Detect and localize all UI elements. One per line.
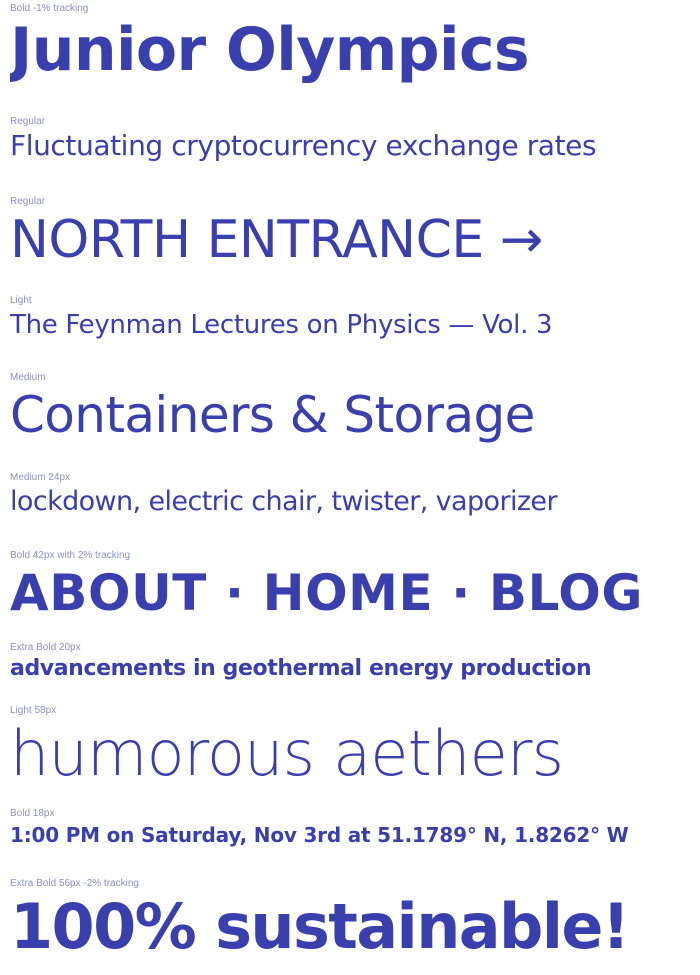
specimen-medium-24: Medium 24px lockdown, electric chair, tw… bbox=[10, 472, 694, 520]
specimen-sample: The Feynman Lectures on Physics — Vol. 3 bbox=[10, 310, 553, 340]
specimen-label: Medium bbox=[10, 372, 46, 383]
specimen-label: Bold 42px with 2% tracking bbox=[10, 550, 131, 561]
specimen-extra-bold-56: Extra Bold 56px -2% tracking 100% sustai… bbox=[10, 878, 694, 964]
specimen-label: Regular bbox=[10, 116, 46, 127]
specimen-medium: Medium Containers & Storage bbox=[10, 372, 694, 446]
specimen-sample: Junior Olympics bbox=[10, 15, 530, 85]
specimen-sample: NORTH ENTRANCE → bbox=[10, 210, 543, 270]
specimen-sample: Containers & Storage bbox=[10, 386, 535, 444]
specimen-sample: 1:00 PM on Saturday, Nov 3rd at 51.1789°… bbox=[10, 823, 629, 847]
specimen-bold-42: Bold 42px with 2% tracking ABOUT · HOME … bbox=[10, 550, 694, 624]
specimen-sample: ABOUT · HOME · BLOG bbox=[10, 564, 644, 622]
specimen-label: Regular bbox=[10, 196, 46, 207]
specimen-light: Light The Feynman Lectures on Physics — … bbox=[10, 295, 694, 343]
specimen-label: Extra Bold 56px -2% tracking bbox=[10, 878, 139, 889]
specimen-bold-18: Bold 18px 1:00 PM on Saturday, Nov 3rd a… bbox=[10, 808, 694, 850]
specimen-bold-tracking: Bold -1% tracking Junior Olympics bbox=[10, 3, 694, 85]
specimen-label: Bold 18px bbox=[10, 808, 55, 819]
specimen-sample: lockdown, electric chair, twister, vapor… bbox=[10, 486, 558, 517]
specimen-label: Bold -1% tracking bbox=[10, 3, 89, 14]
specimen-sample: 100% sustainable! bbox=[10, 890, 630, 963]
specimen-sample: advancements in geothermal energy produc… bbox=[10, 656, 592, 681]
specimen-label: Medium 24px bbox=[10, 472, 71, 483]
specimen-sample: Fluctuating cryptocurrency exchange rate… bbox=[10, 129, 597, 162]
specimen-regular-caps: Regular NORTH ENTRANCE → bbox=[10, 196, 694, 272]
specimen-label: Light 58px bbox=[10, 705, 57, 716]
specimen-label: Light bbox=[10, 295, 32, 306]
specimen-extra-bold-20: Extra Bold 20px advancements in geotherm… bbox=[10, 642, 694, 684]
specimen-light-58: Light 58px humorous aethers bbox=[10, 705, 694, 791]
specimen-label: Extra Bold 20px bbox=[10, 642, 81, 653]
specimen-sample: humorous aethers bbox=[10, 717, 564, 790]
specimen-regular: Regular Fluctuating cryptocurrency excha… bbox=[10, 116, 694, 164]
